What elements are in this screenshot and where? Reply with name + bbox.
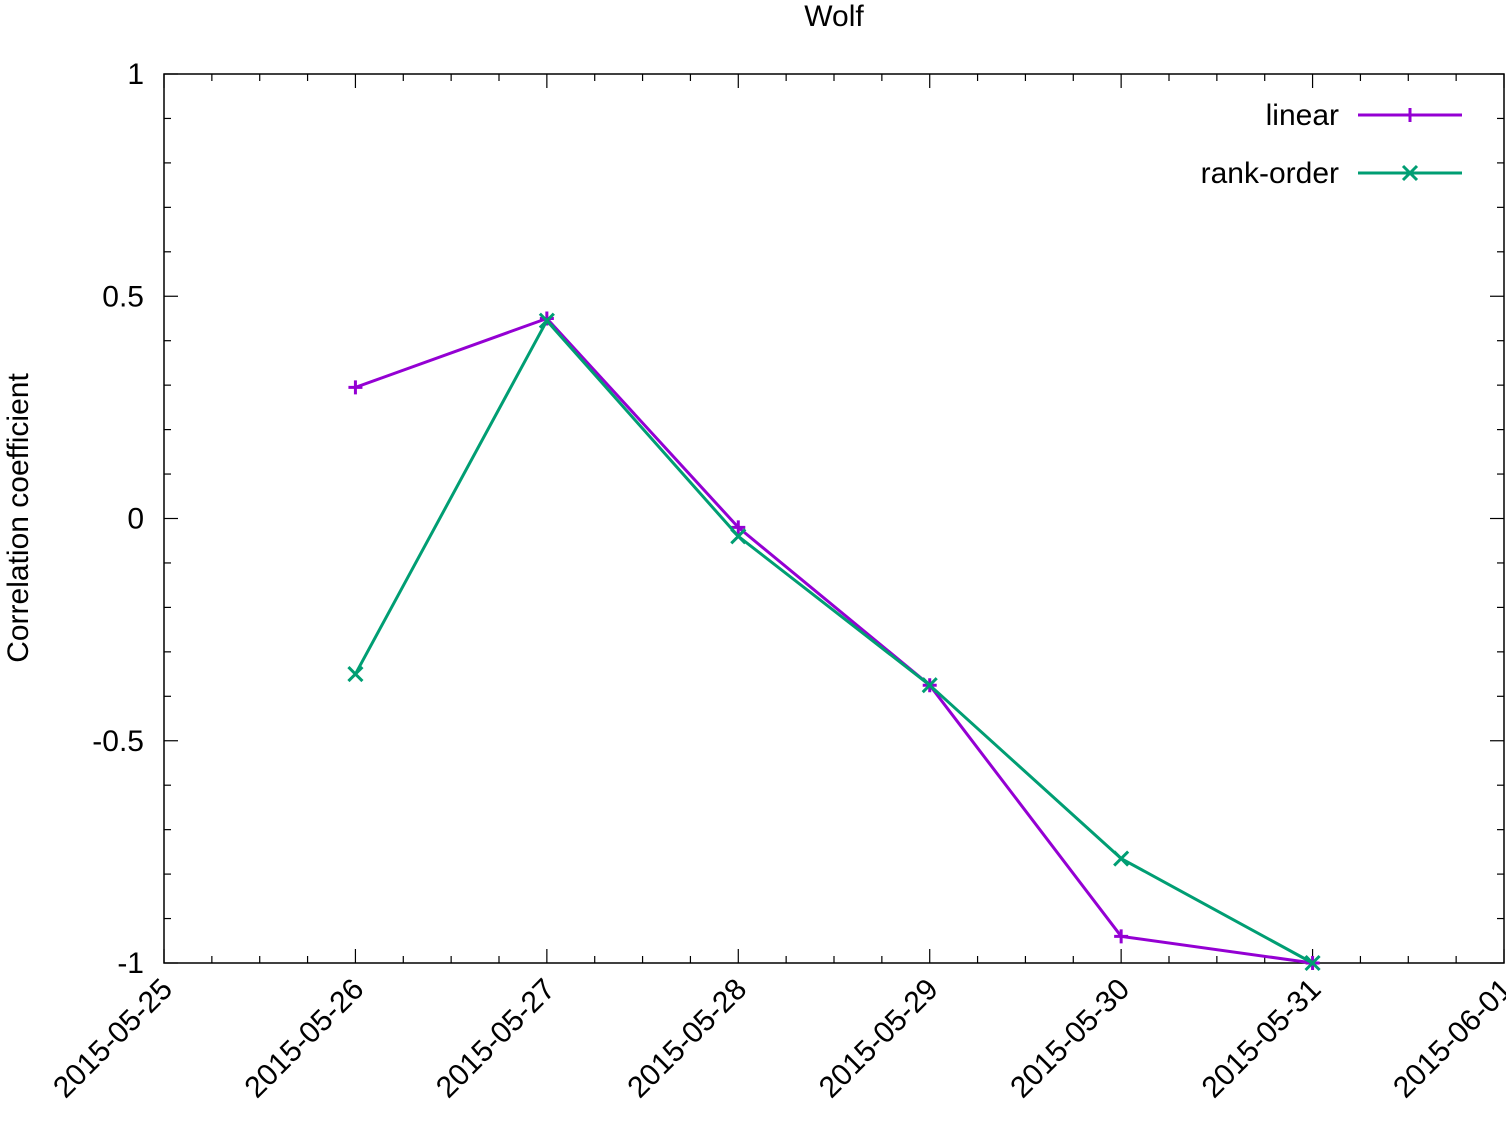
legend-marker — [1401, 164, 1419, 182]
x-tick-label: 2015-05-29 — [813, 973, 945, 1105]
y-tick-label: 1 — [127, 58, 144, 91]
data-point — [1304, 954, 1321, 972]
x-tick-label: 2015-05-27 — [430, 973, 562, 1105]
legend: linear rank-order — [1201, 99, 1462, 190]
legend-label: rank-order — [1201, 157, 1339, 190]
data-point — [921, 677, 938, 694]
series-rank-order — [347, 312, 1321, 972]
data-point — [348, 380, 363, 395]
legend-label: linear — [1266, 99, 1339, 132]
y-axis: 1 0.5 0 -0.5 -1 — [92, 58, 1504, 980]
x-tick-label: 2015-05-31 — [1196, 973, 1328, 1105]
data-point — [731, 520, 746, 535]
x-tick-label: 2015-05-30 — [1004, 973, 1136, 1105]
data-point — [1114, 929, 1129, 944]
legend-marker — [1403, 108, 1417, 122]
data-point — [347, 666, 364, 683]
y-tick-label: -1 — [117, 947, 144, 980]
y-tick-label: 0.5 — [102, 280, 144, 313]
series-linear — [348, 311, 1320, 970]
data-point — [538, 312, 555, 329]
x-tick-label: 2015-05-26 — [239, 973, 371, 1105]
y-tick-label: -0.5 — [92, 725, 144, 758]
data-point — [1113, 850, 1130, 867]
y-axis-title: Correlation coefficient — [2, 373, 35, 663]
chart-title: Wolf — [804, 0, 864, 33]
plot-area — [163, 73, 1505, 964]
x-tick-label: 2015-05-28 — [621, 973, 753, 1105]
y-tick-label: 0 — [127, 503, 144, 536]
plot-border — [163, 73, 1505, 964]
x-tick-label: 2015-06-01 — [1387, 973, 1506, 1105]
series-line — [354, 316, 1313, 965]
data-point — [730, 528, 747, 545]
x-tick-label: 2015-05-25 — [47, 973, 179, 1105]
series-line — [354, 319, 1314, 965]
series-layer — [347, 311, 1321, 972]
